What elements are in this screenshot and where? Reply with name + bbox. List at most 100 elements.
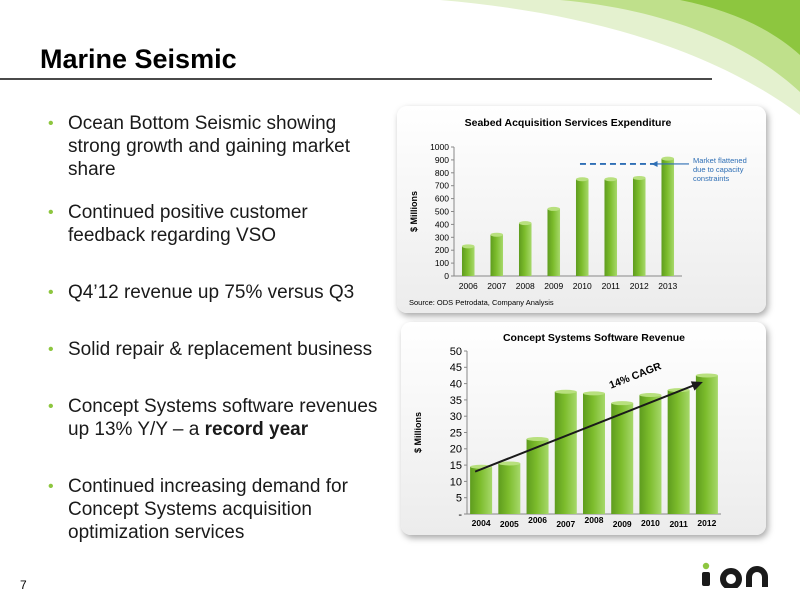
bullet-item: • Continued increasing demand for Concept…	[44, 475, 389, 544]
bar-2010	[575, 179, 589, 276]
annotation-text-line: Market flattened	[693, 156, 747, 165]
bar-2007	[554, 391, 577, 514]
chart-source-note: Source: ODS Petrodata, Company Analysis	[409, 298, 554, 307]
bullet-item: • Q4’12 revenue up 75% versus Q3	[44, 281, 389, 304]
bar-2009	[611, 403, 634, 514]
bullet-dot-icon: •	[48, 478, 54, 495]
x-tick-label: 2008	[585, 515, 604, 525]
bar-cap-2013	[661, 156, 675, 161]
chart-title: Concept Systems Software Revenue	[503, 332, 685, 344]
y-tick-label: 45	[450, 362, 462, 374]
bullet-text: Solid repair & replacement business	[68, 339, 373, 360]
y-tick-label: 30	[450, 411, 462, 423]
bar-cap-2011	[604, 177, 618, 182]
y-tick-label: 20	[450, 444, 462, 456]
y-tick-label: 500	[435, 206, 449, 216]
bullet-text: Ocean Bottom Seismic showing strong grow…	[68, 113, 350, 180]
bar-2011	[667, 390, 690, 514]
header-swoosh	[440, 0, 800, 115]
y-tick-label: 600	[435, 194, 449, 204]
annotation-text-line: constraints	[693, 174, 730, 183]
y-tick-label: 100	[435, 258, 449, 268]
y-tick-label: 700	[435, 181, 449, 191]
bar-cap-2007	[490, 232, 504, 237]
cagr-annotation: 14% CAGR	[608, 360, 664, 391]
chart-title: Seabed Acquisition Services Expenditure	[465, 117, 672, 129]
annotation-text-line: due to capacity	[693, 165, 744, 174]
bar-2005	[498, 463, 521, 514]
concept-revenue-chart: Concept Systems Software Revenue $ Millio…	[413, 332, 721, 529]
x-tick-label: 2010	[641, 518, 660, 528]
x-tick-label: 2007	[487, 281, 506, 291]
bullet-text: Continued positive customer feedback reg…	[68, 202, 308, 246]
bullet-text: Concept Systems software revenues up 13%…	[68, 396, 378, 440]
bar-2004	[470, 466, 493, 514]
y-tick-label: 1000	[430, 142, 449, 152]
bar-cap-2010	[639, 393, 662, 398]
seabed-chart-card: Seabed Acquisition Services Expenditure $…	[397, 106, 766, 313]
bar-cap-2012	[632, 175, 646, 180]
bar-cap-2006	[461, 244, 475, 249]
bullet-dot-icon: •	[48, 284, 54, 301]
bar-cap-2012	[695, 373, 718, 378]
y-tick-label: 300	[435, 232, 449, 242]
y-tick-label: 50	[450, 346, 462, 358]
y-tick-label: 200	[435, 245, 449, 255]
bar-2007	[490, 234, 504, 276]
y-tick-label: 900	[435, 155, 449, 165]
bar-cap-2009	[547, 206, 561, 211]
page-number: 7	[20, 578, 27, 592]
x-tick-label: 2009	[544, 281, 563, 291]
x-tick-label: 2013	[658, 281, 677, 291]
bar-cap-2008	[582, 391, 606, 396]
bullet-dot-icon: •	[48, 398, 54, 415]
bullet-dot-icon: •	[48, 204, 54, 221]
y-tick-label: 15	[450, 460, 462, 472]
x-tick-label: 2010	[573, 281, 592, 291]
bullet-item: • Solid repair & replacement business	[44, 338, 389, 361]
bar-2011	[604, 179, 618, 276]
bar-cap-2005	[498, 461, 521, 466]
bar-2012	[632, 177, 646, 276]
y-axis-label: $ Millions	[413, 412, 423, 453]
bar-cap-2010	[575, 177, 589, 182]
y-tick-label: 40	[450, 378, 462, 390]
x-tick-label: 2005	[500, 519, 519, 529]
cagr-trend-line	[474, 384, 696, 473]
x-tick-label: 2006	[459, 281, 478, 291]
y-tick-label: -	[458, 509, 462, 521]
bullet-dot-icon: •	[48, 341, 54, 358]
x-tick-label: 2009	[613, 519, 632, 529]
arrow-head-icon	[690, 381, 703, 391]
y-tick-label: 0	[444, 271, 449, 281]
x-tick-label: 2004	[472, 518, 491, 528]
bar-cap-2009	[611, 401, 634, 406]
arrow-head-icon	[651, 160, 658, 167]
y-tick-label: 400	[435, 219, 449, 229]
seabed-expenditure-chart: Seabed Acquisition Services Expenditure $…	[409, 117, 747, 307]
bar-2006	[526, 439, 549, 514]
bar-2006	[461, 246, 475, 276]
title-divider	[0, 78, 712, 80]
concept-chart-card: Concept Systems Software Revenue $ Millio…	[401, 322, 766, 535]
bullet-bold-text: record year	[204, 419, 309, 440]
x-tick-label: 2012	[630, 281, 649, 291]
bullet-text: Q4’12 revenue up 75% versus Q3	[68, 282, 355, 303]
x-tick-label: 2011	[602, 281, 621, 291]
bar-cap-2007	[554, 389, 577, 394]
bullet-dot-icon: •	[48, 115, 54, 132]
bar-2008	[518, 223, 532, 276]
bullet-item: • Continued positive customer feedback re…	[44, 201, 389, 247]
bullet-item: • Concept Systems software revenues up 13…	[44, 395, 389, 441]
bar-2008	[582, 393, 606, 514]
slide-title: Marine Seismic	[40, 44, 237, 74]
x-tick-label: 2011	[669, 519, 688, 529]
bar-2013	[661, 158, 675, 276]
bullet-list: • Ocean Bottom Seismic showing strong gro…	[44, 112, 389, 544]
y-tick-label: 800	[435, 168, 449, 178]
x-tick-label: 2006	[528, 515, 547, 525]
bar-cap-2008	[518, 221, 532, 226]
x-tick-label: 2012	[697, 518, 716, 528]
bullet-item: • Ocean Bottom Seismic showing strong gro…	[44, 112, 389, 181]
x-tick-label: 2008	[516, 281, 535, 291]
